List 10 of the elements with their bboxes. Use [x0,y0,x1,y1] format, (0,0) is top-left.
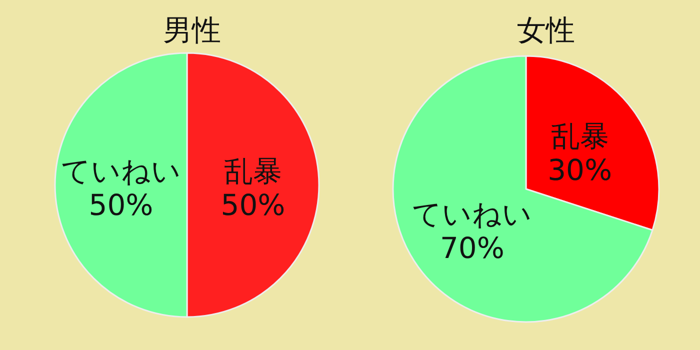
slice-label: 乱暴 [550,118,609,153]
chart-title: 男性 [163,13,221,47]
slice-label: ていねい [61,154,181,188]
data-label: 50% [220,188,286,222]
chart-title: 女性 [517,13,575,47]
data-label: 30% [548,152,612,187]
data-label: 50% [88,188,154,222]
slice-label: 乱暴 [224,154,282,188]
slice-label: ていねい [412,197,532,232]
data-label: 70% [440,231,504,266]
